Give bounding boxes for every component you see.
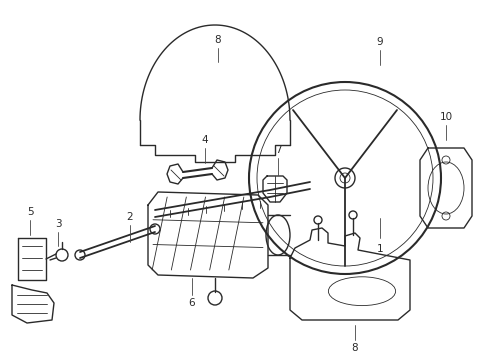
- Text: 1: 1: [377, 244, 383, 254]
- Text: 8: 8: [215, 35, 221, 45]
- Text: 6: 6: [189, 298, 196, 308]
- Text: 10: 10: [440, 112, 453, 122]
- Text: 8: 8: [352, 343, 358, 353]
- Text: 4: 4: [202, 135, 208, 145]
- Text: 7: 7: [275, 145, 281, 155]
- Text: 9: 9: [377, 37, 383, 47]
- Text: 2: 2: [127, 212, 133, 222]
- Text: 5: 5: [26, 207, 33, 217]
- Text: 3: 3: [55, 219, 61, 229]
